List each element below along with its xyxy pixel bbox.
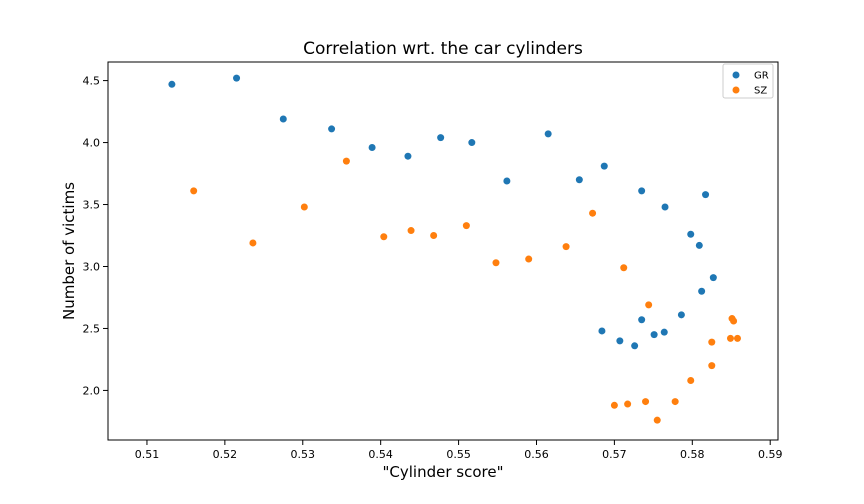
y-tick-label: 2.0 <box>83 384 101 397</box>
x-tick-label: 0.51 <box>135 448 160 461</box>
y-tick-label: 3.0 <box>83 260 101 273</box>
point-gr-9 <box>503 177 511 185</box>
y-axis-ticks: 2.0 2.5 3.0 3.5 4.0 4.5 <box>83 75 108 397</box>
x-tick-label: 0.57 <box>602 448 627 461</box>
point-gr-16 <box>687 230 695 238</box>
point-sz-15 <box>610 401 618 409</box>
x-tick-label: 0.58 <box>680 448 705 461</box>
point-gr-15 <box>702 191 710 199</box>
point-sz-1 <box>190 187 198 195</box>
point-sz-16 <box>624 400 632 408</box>
point-gr-13 <box>638 187 646 195</box>
x-tick-label: 0.53 <box>291 448 316 461</box>
x-tick-label: 0.54 <box>368 448 393 461</box>
point-sz-10 <box>525 255 533 263</box>
x-axis-ticks: 0.51 0.52 0.53 0.54 0.55 0.56 0.57 0.58 0.59 <box>135 440 783 461</box>
x-tick-label: 0.56 <box>524 448 549 461</box>
x-tick-label: 0.55 <box>446 448 471 461</box>
points-layer <box>168 74 741 424</box>
point-sz-19 <box>671 398 679 406</box>
point-sz-4 <box>342 157 350 165</box>
x-tick-label: 0.52 <box>213 448 238 461</box>
point-sz-9 <box>492 259 500 267</box>
point-sz-17 <box>642 398 650 406</box>
point-sz-18 <box>653 416 661 424</box>
point-gr-11 <box>575 176 583 184</box>
legend: GR SZ <box>722 63 774 99</box>
point-sz-23 <box>726 334 734 342</box>
legend-marker-sz <box>732 86 740 94</box>
point-sz-7 <box>430 232 438 240</box>
y-axis-label: Number of victims <box>60 182 78 320</box>
point-gr-21 <box>660 328 668 336</box>
point-gr-5 <box>368 144 376 152</box>
y-tick-label: 2.5 <box>83 322 101 335</box>
point-sz-21 <box>708 362 716 370</box>
point-sz-12 <box>589 209 597 217</box>
point-gr-18 <box>709 274 717 282</box>
point-sz-14 <box>645 301 653 309</box>
legend-label-sz: SZ <box>754 86 767 97</box>
point-sz-13 <box>620 264 628 272</box>
point-gr-3 <box>279 115 287 123</box>
point-gr-20 <box>677 311 685 319</box>
point-sz-25 <box>730 317 738 325</box>
point-gr-26 <box>598 327 606 335</box>
point-gr-24 <box>631 342 639 350</box>
x-tick-label: 0.59 <box>758 448 783 461</box>
point-sz-20 <box>687 377 695 385</box>
y-tick-label: 4.5 <box>83 75 101 88</box>
point-gr-2 <box>233 74 241 82</box>
point-gr-8 <box>468 139 476 147</box>
chart-title: Correlation wrt. the car cylinders <box>303 39 583 59</box>
legend-label-gr: GR <box>754 71 769 82</box>
point-gr-19 <box>698 287 706 295</box>
y-tick-label: 4.0 <box>83 137 101 150</box>
point-sz-22 <box>708 338 716 346</box>
point-gr-6 <box>404 152 412 160</box>
point-sz-26 <box>733 334 741 342</box>
point-sz-5 <box>380 233 388 241</box>
point-gr-12 <box>600 162 608 170</box>
point-sz-3 <box>300 203 308 211</box>
point-sz-11 <box>562 243 570 251</box>
plot-area <box>107 61 779 441</box>
point-sz-8 <box>462 222 470 230</box>
point-gr-25 <box>616 337 624 345</box>
point-sz-2 <box>249 239 257 247</box>
x-axis-label: "Cylinder score" <box>383 463 504 481</box>
point-gr-23 <box>638 316 646 324</box>
point-gr-17 <box>695 241 703 249</box>
legend-marker-gr <box>732 71 740 79</box>
point-gr-7 <box>437 134 445 142</box>
plot-frame <box>107 61 779 441</box>
point-gr-1 <box>168 80 176 88</box>
y-tick-label: 3.5 <box>83 199 101 212</box>
point-gr-4 <box>328 125 336 133</box>
point-gr-10 <box>544 130 552 138</box>
point-sz-6 <box>407 227 415 235</box>
point-gr-22 <box>650 331 658 339</box>
point-gr-14 <box>661 203 669 211</box>
